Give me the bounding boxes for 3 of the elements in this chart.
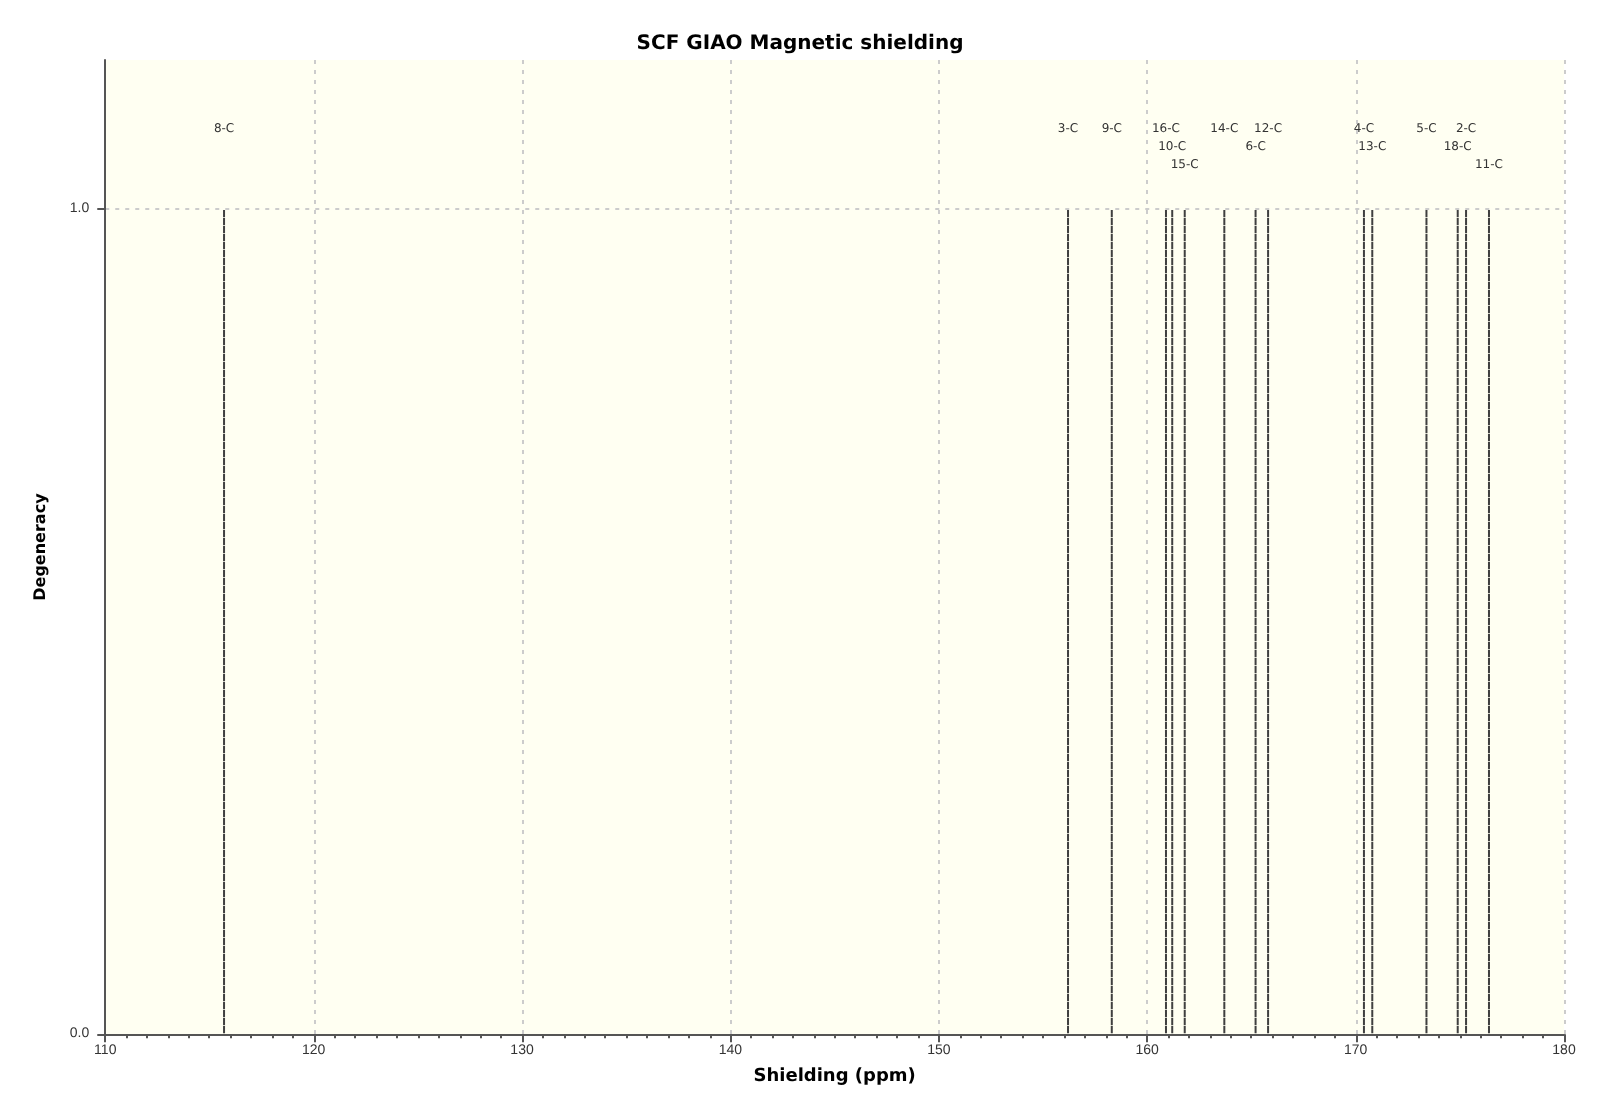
chart-title: SCF GIAO Magnetic shielding (636, 33, 964, 55)
x-axis-title: Shielding (ppm) (753, 1067, 916, 1087)
y-axis-title: Degeneracy (31, 491, 49, 601)
